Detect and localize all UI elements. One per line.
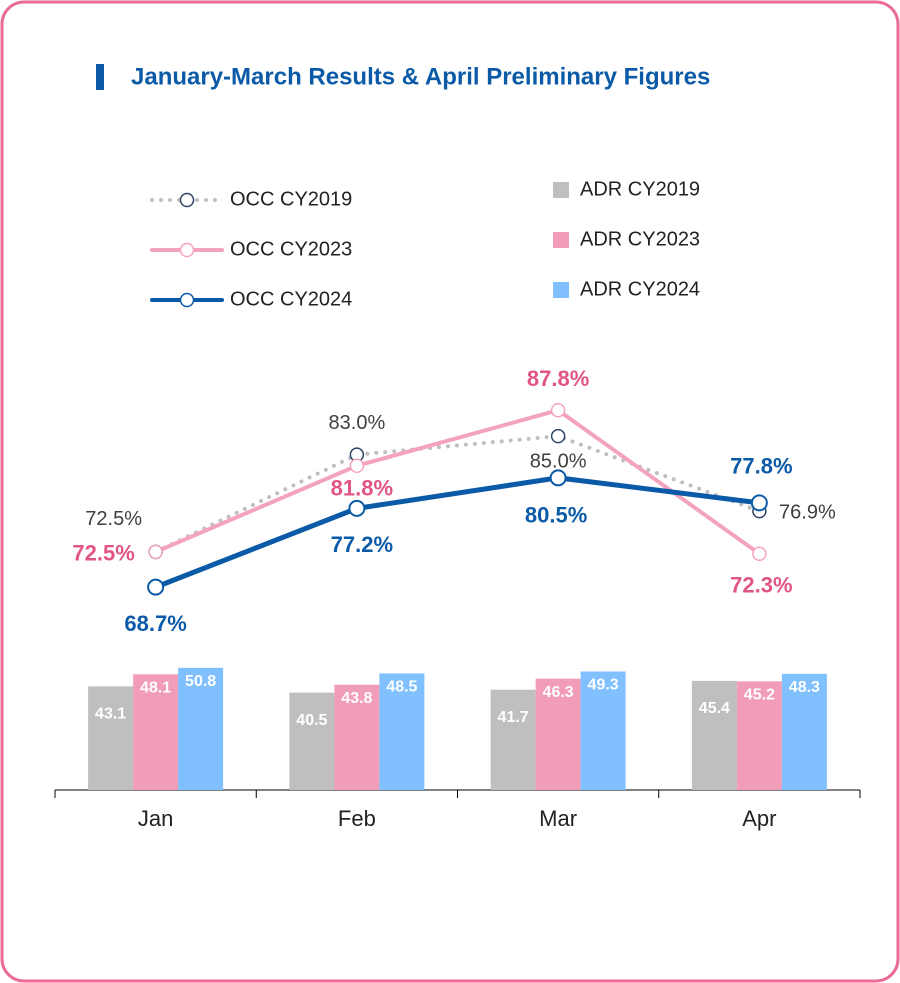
legend-label: OCC CY2019: [230, 188, 352, 210]
legend-label: OCC CY2024: [230, 288, 352, 310]
legend-marker: [179, 242, 195, 258]
bar: [535, 678, 581, 790]
x-tick-label: Feb: [338, 806, 376, 831]
x-tick-label: Apr: [742, 806, 776, 831]
bar-value-label: 41.7: [498, 709, 529, 726]
line-value-label: 77.8%: [730, 454, 792, 479]
bar-value-label: 48.5: [386, 679, 417, 696]
legend-label: ADR CY2023: [580, 228, 700, 250]
line-marker: [550, 402, 566, 418]
line-marker: [550, 428, 566, 444]
bar: [178, 667, 224, 790]
bar-value-label: 45.4: [699, 700, 730, 717]
bar: [379, 673, 425, 790]
line-value-label: 68.7%: [124, 611, 186, 636]
line-marker: [549, 469, 567, 487]
x-tick-label: Mar: [539, 806, 577, 831]
line-marker: [348, 499, 366, 517]
bar: [133, 674, 179, 790]
bar-value-label: 49.3: [588, 677, 619, 694]
bar-value-label: 48.3: [789, 679, 820, 696]
legend-label: ADR CY2024: [580, 278, 700, 300]
line-value-label: 87.8%: [527, 366, 589, 391]
legend-label: OCC CY2023: [230, 238, 352, 260]
line-value-label: 72.5%: [72, 541, 134, 566]
legend-swatch: [553, 182, 569, 198]
line-value-label: 72.5%: [85, 508, 142, 530]
bar: [289, 692, 335, 790]
line-marker: [147, 578, 165, 596]
x-tick-label: Jan: [138, 806, 173, 831]
legend-label: ADR CY2019: [580, 178, 700, 200]
line: [153, 408, 762, 556]
legend-marker: [179, 192, 195, 208]
bar-value-label: 50.8: [185, 673, 216, 690]
bar: [691, 680, 737, 790]
line-marker: [148, 544, 163, 560]
legend-swatch: [553, 232, 569, 248]
line-value-label: 72.3%: [730, 573, 792, 598]
bar: [334, 684, 380, 790]
line-value-label: 76.9%: [779, 501, 836, 523]
line-marker: [349, 458, 365, 474]
line-value-label: 81.8%: [331, 476, 393, 501]
line-value-label: 80.5%: [525, 503, 587, 528]
bar-value-label: 48.1: [140, 680, 171, 697]
bar: [781, 673, 827, 790]
line: [153, 434, 762, 554]
bar: [88, 686, 134, 790]
legend-marker: [179, 292, 195, 308]
line-marker: [752, 546, 767, 562]
bar-value-label: 43.8: [341, 690, 372, 707]
bar-value-label: 43.1: [95, 706, 126, 723]
bar-value-label: 46.3: [543, 684, 574, 701]
line-value-label: 85.0%: [530, 450, 587, 472]
line-value-label: 83.0%: [329, 412, 386, 434]
chart-title: January-March Results & April Preliminar…: [131, 63, 710, 90]
bar-value-label: 45.2: [744, 687, 775, 704]
legend-swatch: [553, 282, 569, 298]
line-value-label: 77.2%: [331, 532, 393, 557]
bar-value-label: 40.5: [296, 712, 327, 729]
line: [153, 475, 762, 590]
bar: [580, 671, 626, 790]
bar: [490, 689, 536, 790]
line-marker: [750, 494, 768, 512]
bar: [736, 681, 782, 790]
title-marker: [96, 64, 104, 90]
